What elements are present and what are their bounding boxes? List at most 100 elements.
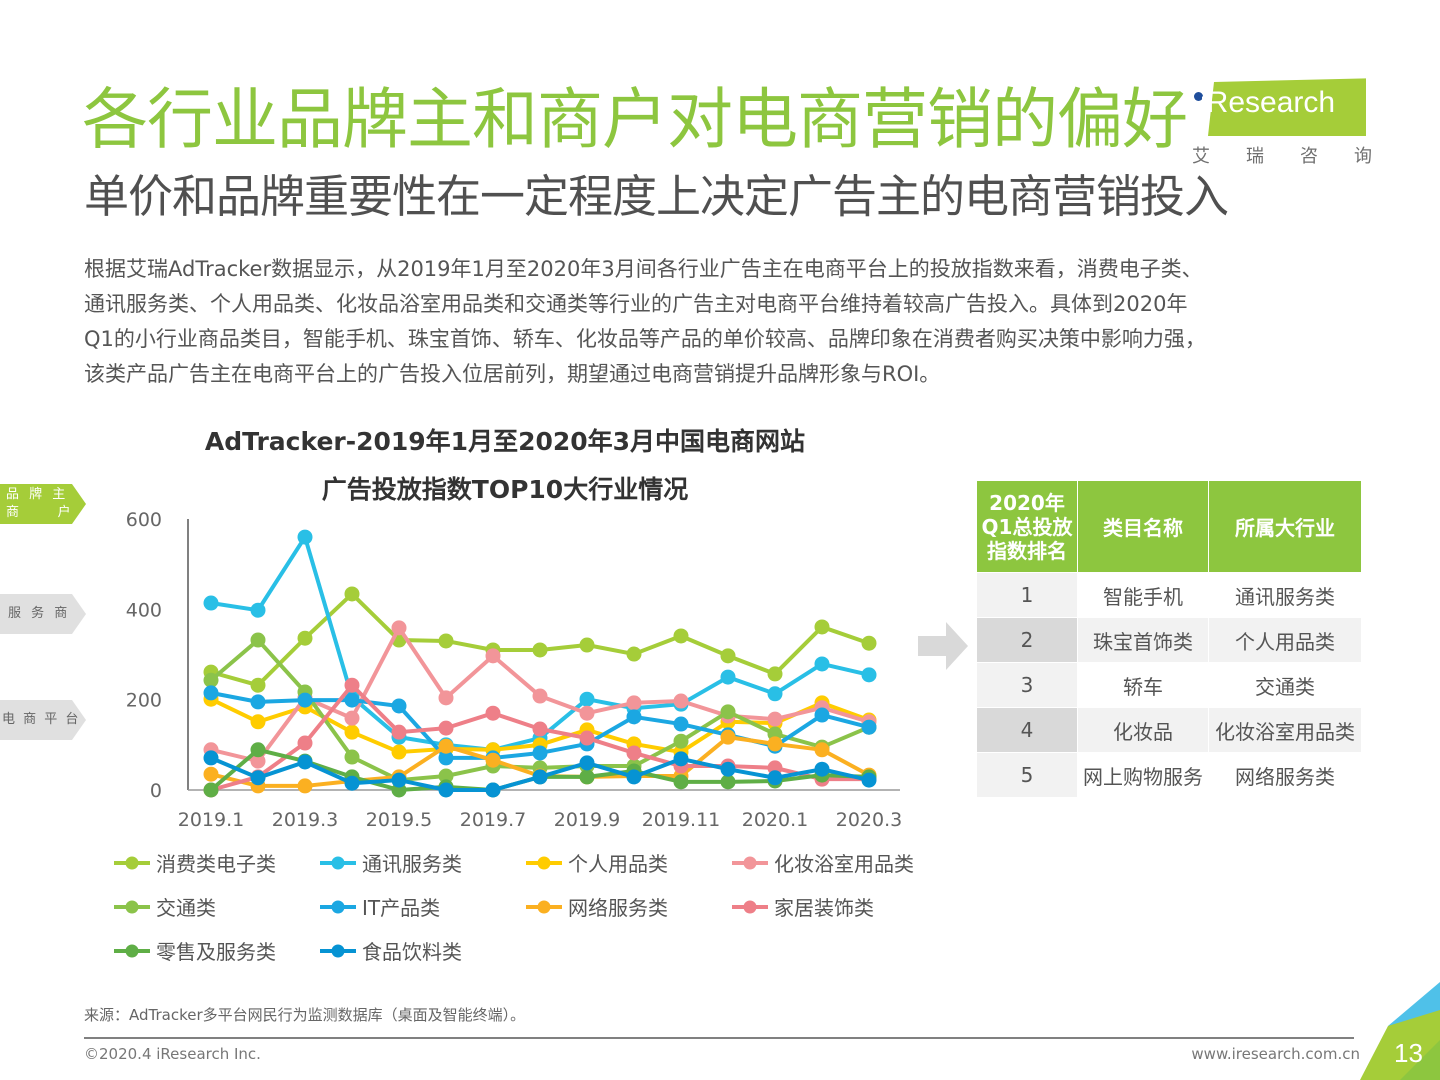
- side-tag-label: 电 商 平 台: [2, 712, 81, 727]
- data-point: [250, 694, 266, 710]
- data-point: [532, 745, 548, 761]
- data-point: [203, 750, 219, 766]
- cell-category: 网上购物服务: [1077, 752, 1209, 798]
- legend-item[interactable]: 消费类电子类: [112, 848, 276, 877]
- legend-label: 化妆浴室用品类: [774, 852, 914, 876]
- logo-char: 艾: [1192, 146, 1210, 167]
- legend-item[interactable]: 家居装饰类: [730, 892, 874, 921]
- website-link[interactable]: www.iresearch.com.cn: [1191, 1045, 1360, 1063]
- cell-rank: 4: [976, 707, 1078, 753]
- data-point: [814, 742, 830, 758]
- data-point: [297, 529, 313, 545]
- table-header-row: 2020年 Q1总投放 指数排名 类目名称 所属大行业: [976, 480, 1362, 573]
- legend-item[interactable]: 交通类: [112, 892, 216, 921]
- data-point: [626, 745, 642, 761]
- y-tick-label: 0: [150, 780, 162, 802]
- data-point: [861, 719, 877, 735]
- data-point: [297, 735, 313, 751]
- legend-item[interactable]: 零售及服务类: [112, 936, 276, 965]
- data-point: [532, 769, 548, 785]
- data-point: [344, 710, 360, 726]
- data-point: [861, 772, 877, 788]
- side-tag-service-provider[interactable]: 服 务 商: [0, 594, 86, 634]
- data-point: [485, 752, 501, 768]
- data-point: [203, 782, 219, 798]
- logo-char: 瑞: [1246, 146, 1264, 167]
- legend-marker-icon: [320, 944, 356, 957]
- header-rank-line: 2020年: [989, 490, 1065, 515]
- data-point: [250, 677, 266, 693]
- table-row: 5 网上购物服务 网络服务类: [976, 752, 1362, 798]
- data-point: [485, 705, 501, 721]
- data-point: [720, 648, 736, 664]
- table-row: 4 化妆品 化妆浴室用品类: [976, 707, 1362, 753]
- legend-item[interactable]: 网络服务类: [524, 892, 668, 921]
- data-point: [579, 691, 595, 707]
- data-point: [297, 778, 313, 794]
- data-point: [203, 595, 219, 611]
- legend-item[interactable]: IT产品类: [318, 892, 440, 921]
- data-point: [203, 766, 219, 782]
- legend-item[interactable]: 食品饮料类: [318, 936, 462, 965]
- x-tick-label: 2019.1: [178, 809, 244, 831]
- legend-label: 通讯服务类: [362, 852, 462, 876]
- legend-item[interactable]: 个人用品类: [524, 848, 668, 877]
- logo-char: 咨: [1300, 146, 1318, 167]
- data-point: [673, 774, 689, 790]
- cell-rank: 3: [976, 662, 1078, 708]
- data-point: [250, 602, 266, 618]
- data-point: [485, 782, 501, 798]
- cell-industry: 网络服务类: [1208, 752, 1362, 798]
- data-point: [250, 753, 266, 769]
- data-point: [814, 761, 830, 777]
- legend-marker-icon: [114, 900, 150, 913]
- side-tag-label: 服 务 商: [8, 606, 71, 621]
- data-point: [297, 754, 313, 770]
- legend-item[interactable]: 通讯服务类: [318, 848, 462, 877]
- data-point: [720, 761, 736, 777]
- table-row: 2 珠宝首饰类 个人用品类: [976, 617, 1362, 663]
- header-rank: 2020年 Q1总投放 指数排名: [976, 480, 1078, 573]
- copyright-text: ©2020.4 iResearch Inc.: [84, 1045, 261, 1063]
- data-point: [438, 633, 454, 649]
- paragraph-line: 该类产品广告主在电商平台上的广告投入位居前列，期望通过电商营销提升品牌形象与RO…: [84, 362, 941, 386]
- header-rank-line: 指数排名: [987, 538, 1067, 563]
- y-tick-label: 600: [126, 509, 162, 531]
- side-tag-label: 品 牌 主: [6, 487, 69, 502]
- data-point: [250, 770, 266, 786]
- x-tick-label: 2019.7: [460, 809, 526, 831]
- legend-label: 零售及服务类: [156, 940, 276, 964]
- corner-decoration: [1360, 982, 1440, 1080]
- data-point: [297, 630, 313, 646]
- data-point: [673, 693, 689, 709]
- paragraph-line: 通讯服务类、个人用品类、化妆品浴室用品类和交通类等行业的广告主对电商平台维持着较…: [84, 292, 1188, 316]
- side-tag-ecommerce-platform[interactable]: 电 商 平 台: [0, 700, 86, 740]
- data-point: [485, 648, 501, 664]
- page-title: 各行业品牌主和商户对电商营销的偏好: [82, 81, 1188, 158]
- chart-title-line2: 广告投放指数TOP10大行业情况: [321, 475, 689, 504]
- side-tag-brand-merchant[interactable]: 品 牌 主 商 户: [0, 484, 86, 524]
- data-point: [250, 632, 266, 648]
- footer-divider: [84, 1037, 1354, 1039]
- data-point: [391, 772, 407, 788]
- page-number: 13: [1394, 1038, 1423, 1068]
- data-point: [532, 642, 548, 658]
- data-point: [579, 705, 595, 721]
- legend-marker-icon: [114, 944, 150, 957]
- side-tag-label-line2: 商 户: [6, 505, 74, 520]
- data-point: [391, 724, 407, 740]
- x-tick-label: 2019.11: [642, 809, 721, 831]
- logo-brand-text: iResearch: [1200, 86, 1336, 119]
- x-tick-label: 2019.3: [272, 809, 338, 831]
- legend-item[interactable]: 化妆浴室用品类: [730, 848, 914, 877]
- data-point: [438, 782, 454, 798]
- data-point: [579, 637, 595, 653]
- data-point: [579, 730, 595, 746]
- header-rank-line: Q1总投放: [981, 514, 1073, 539]
- table-row: 1 智能手机 通讯服务类: [976, 572, 1362, 618]
- data-point: [673, 733, 689, 749]
- data-point: [203, 685, 219, 701]
- source-note: 来源：AdTracker多平台网民行为监测数据库（桌面及智能终端）。: [84, 1006, 526, 1024]
- paragraph-line: 根据艾瑞AdTracker数据显示，从2019年1月至2020年3月间各行业广告…: [84, 257, 1203, 281]
- data-point: [861, 635, 877, 651]
